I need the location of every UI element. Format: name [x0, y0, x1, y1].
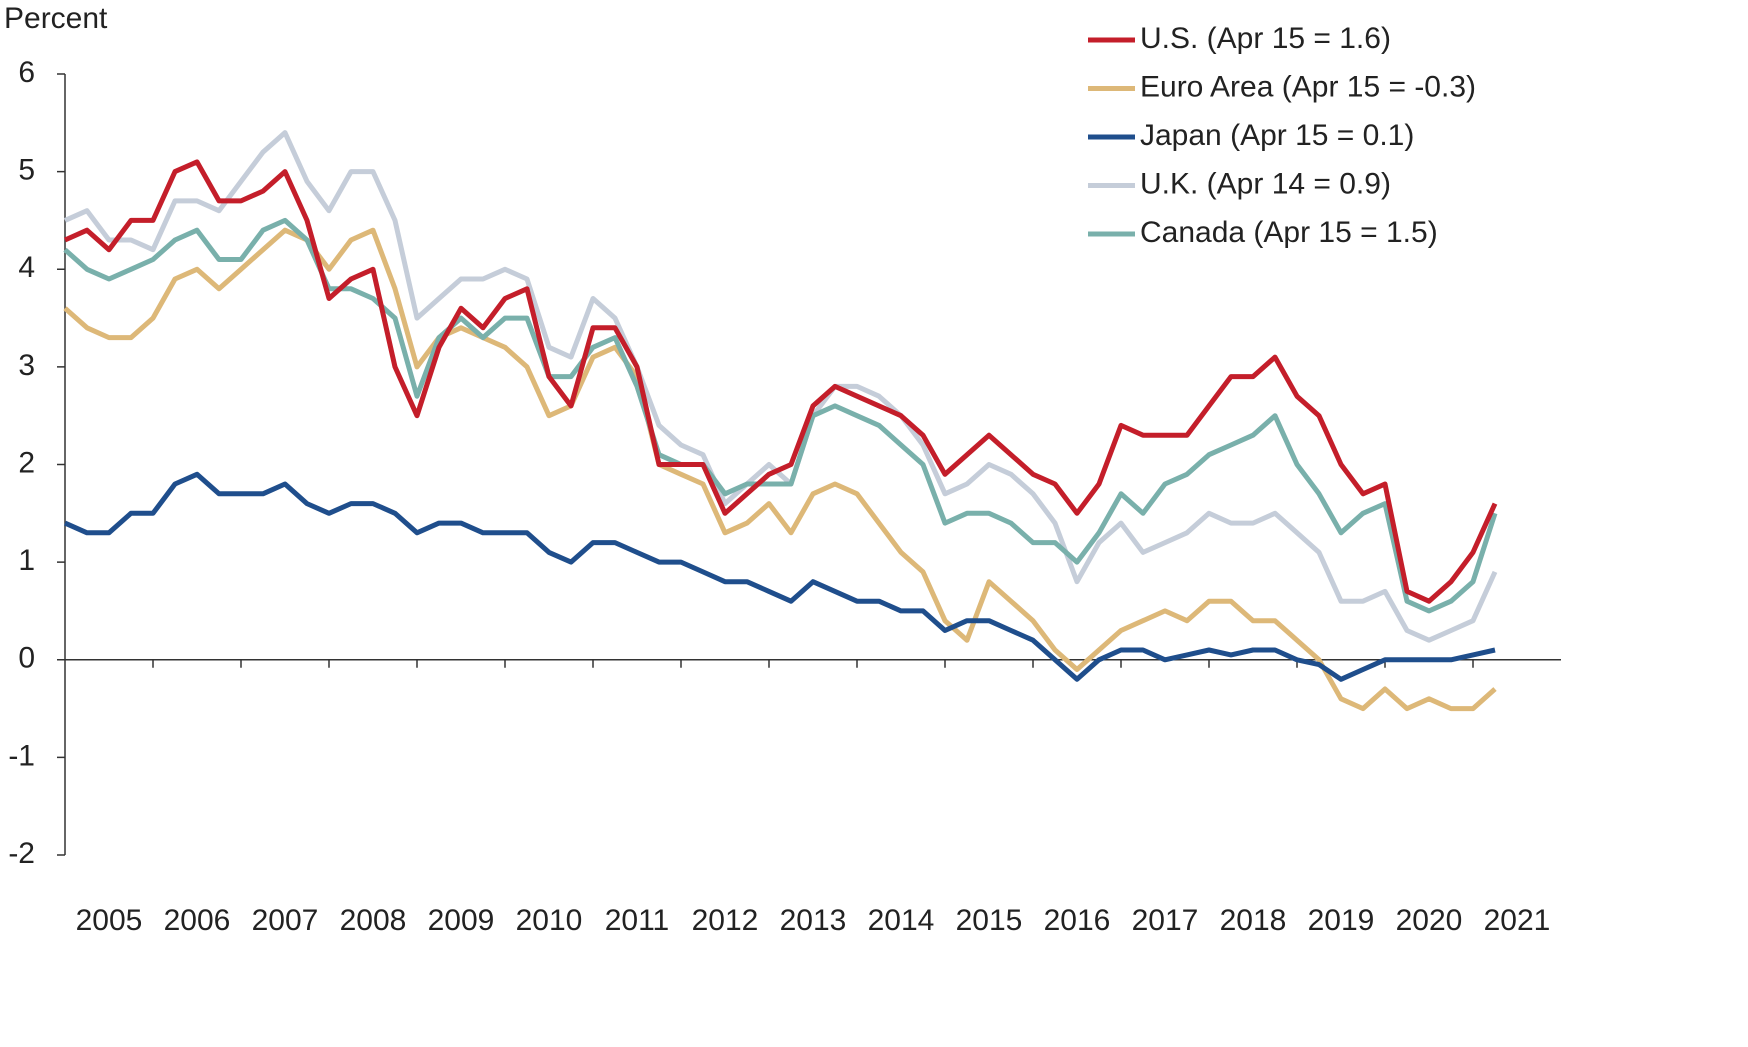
x-tick-label: 2018 — [1220, 904, 1287, 937]
y-tick-label: 2 — [18, 446, 35, 479]
x-tick-label: 2013 — [780, 904, 847, 937]
x-tick-label: 2021 — [1484, 904, 1551, 937]
x-tick-label: 2011 — [605, 904, 670, 937]
x-tick-label: 2015 — [956, 904, 1023, 937]
x-tick-label: 2009 — [428, 904, 495, 937]
x-tick-label: 2014 — [868, 904, 935, 937]
y-tick-label: 6 — [18, 56, 35, 89]
legend-label: Canada (Apr 15 = 1.5) — [1140, 216, 1438, 249]
x-tick-label: 2005 — [76, 904, 143, 937]
legend-label: U.S. (Apr 15 = 1.6) — [1140, 22, 1391, 55]
x-tick-label: 2006 — [164, 904, 231, 937]
x-tick-label: 2010 — [516, 904, 583, 937]
y-axis-label: Percent — [4, 2, 108, 35]
series-line — [63, 130, 1498, 643]
series-line — [63, 217, 1498, 614]
legend-label: Japan (Apr 15 = 0.1) — [1140, 119, 1414, 152]
x-tick-label: 2008 — [340, 904, 407, 937]
x-tick-label: 2016 — [1044, 904, 1111, 937]
x-tick-label: 2007 — [252, 904, 319, 937]
y-tick-label: -2 — [8, 837, 35, 870]
series-line — [63, 471, 1496, 682]
x-tick-label: 2012 — [692, 904, 759, 937]
y-tick-label: 4 — [18, 251, 35, 284]
y-tick-label: 1 — [18, 544, 35, 577]
x-tick-label: 2017 — [1132, 904, 1199, 937]
legend-label: U.K. (Apr 14 = 0.9) — [1140, 167, 1391, 200]
x-tick-label: 2019 — [1308, 904, 1375, 937]
series-line — [63, 159, 1498, 604]
y-tick-label: 3 — [18, 349, 35, 382]
y-tick-label: 0 — [18, 642, 35, 675]
legend-label: Euro Area (Apr 15 = -0.3) — [1140, 70, 1476, 103]
y-tick-label: -1 — [8, 739, 35, 772]
x-tick-label: 2020 — [1396, 904, 1463, 937]
y-tick-label: 5 — [18, 154, 35, 187]
